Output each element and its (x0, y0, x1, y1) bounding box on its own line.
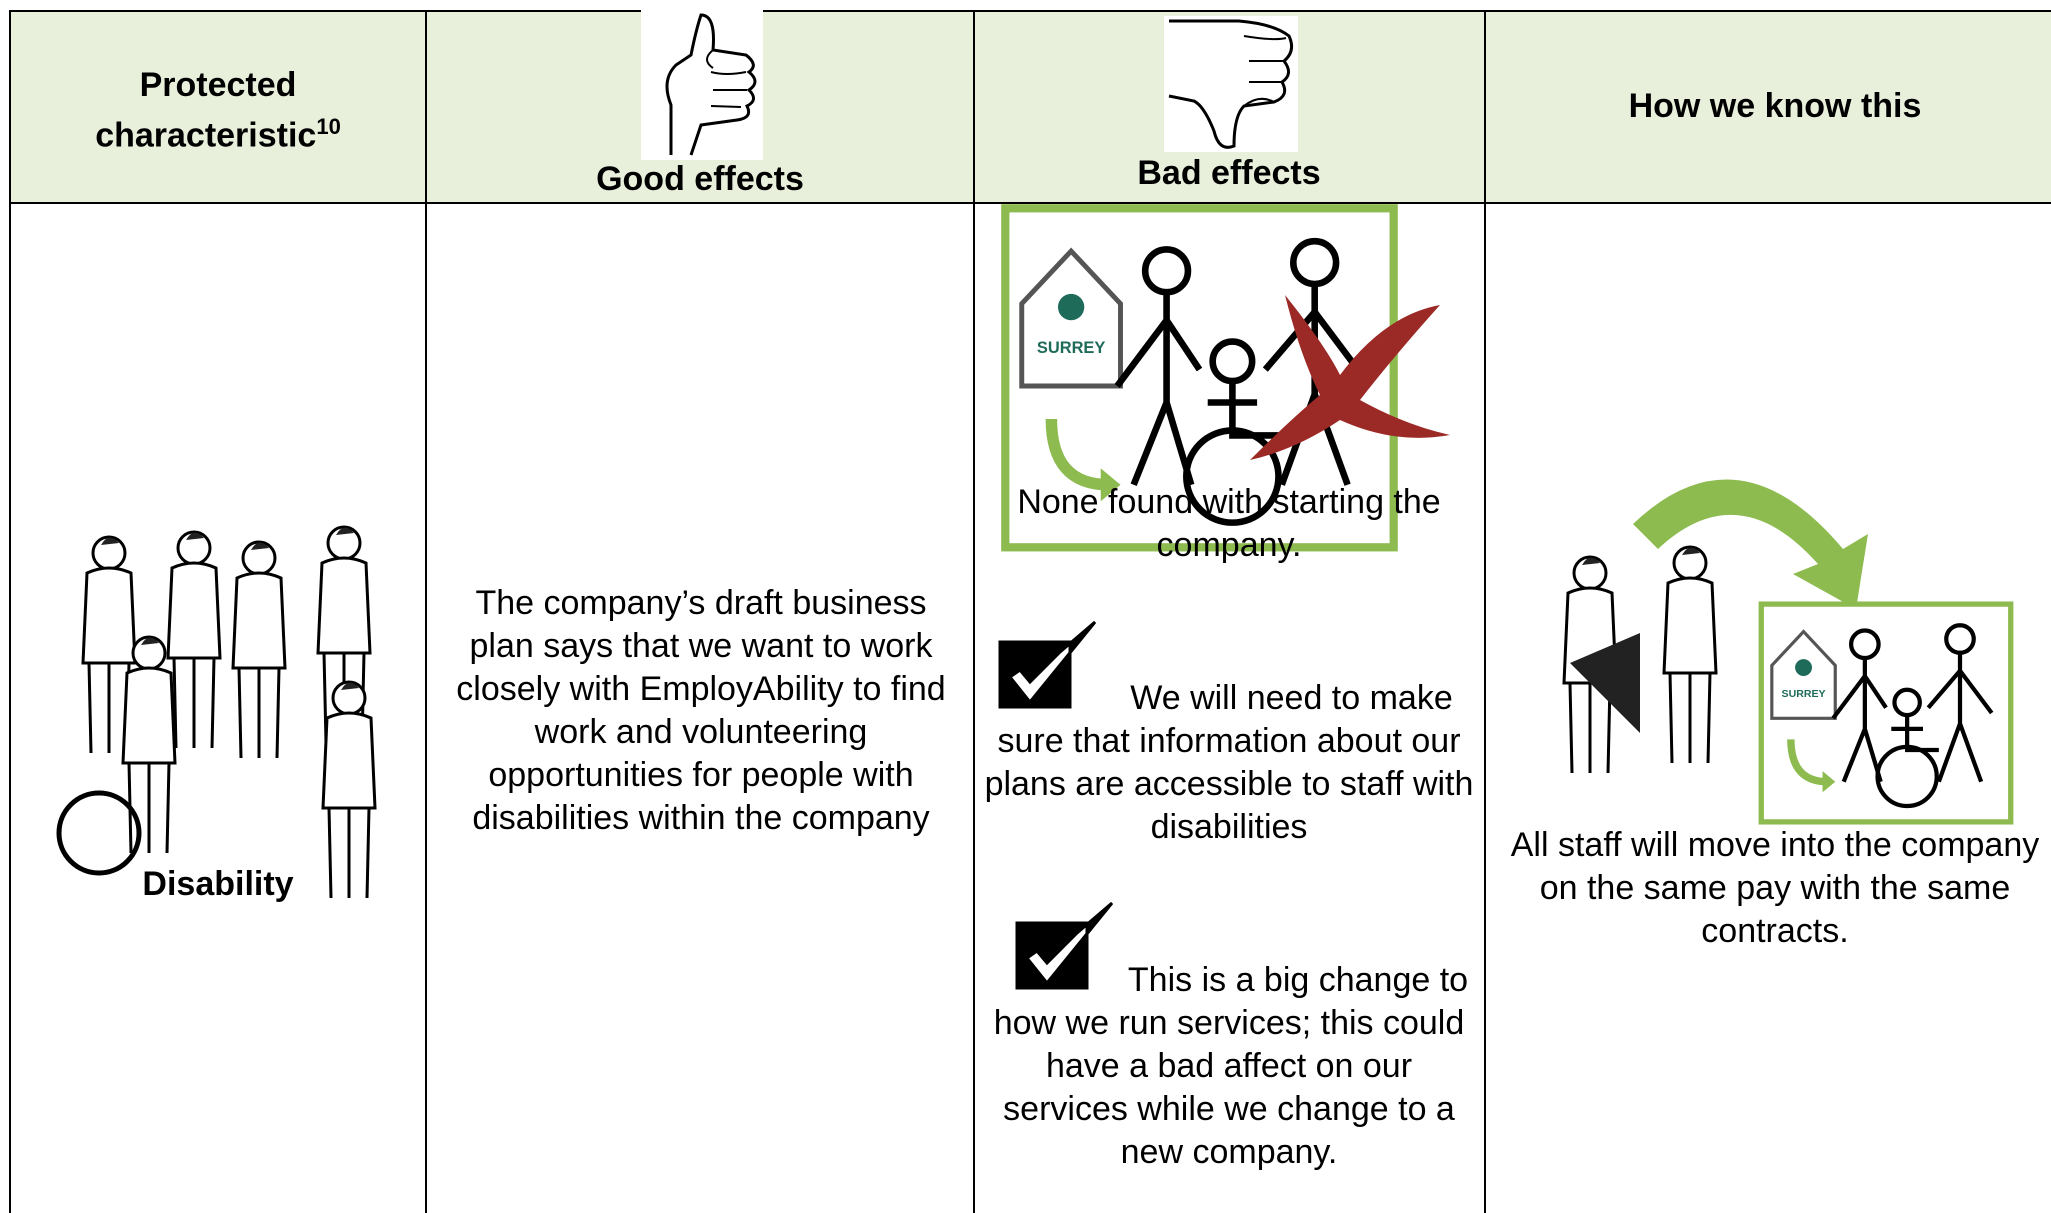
header-cell: How we know this (1628, 87, 1922, 125)
row-label: Disability (142, 865, 294, 903)
table-border (973, 10, 975, 1213)
header-row (10, 10, 2051, 203)
staff-illustration (1562, 545, 1718, 775)
table-border (10, 202, 2051, 204)
service-logo (1758, 602, 2014, 824)
green-arrow (1633, 479, 1868, 609)
thumbs-up-icon (641, 10, 763, 160)
people-illustration (56, 525, 377, 900)
table-border (1484, 10, 1486, 1213)
bad-effect-text: We will need to make sure that informati… (984, 679, 1474, 846)
table-border (425, 10, 427, 1213)
red-cross (1250, 295, 1450, 460)
header-cell: Protected characteristic10 (20, 64, 416, 156)
header-cell: Good effects (596, 160, 804, 198)
thumbs-down-icon (1164, 16, 1298, 152)
bad-effect-text: None found with starting the company. (1017, 483, 1441, 564)
table-border (9, 10, 11, 1213)
header-cell: Bad effects (1137, 154, 1321, 192)
bad-effect-text: This is a big change to how we run servi… (993, 961, 1469, 1171)
footnote-ref: 10 (316, 114, 341, 139)
good-effects-text: The company’s draft business plan says t… (456, 584, 946, 837)
table-border (10, 10, 2051, 12)
header-label: Protected characteristic (95, 66, 317, 155)
how-we-know-text: All staff will move into the company on … (1510, 826, 2040, 950)
